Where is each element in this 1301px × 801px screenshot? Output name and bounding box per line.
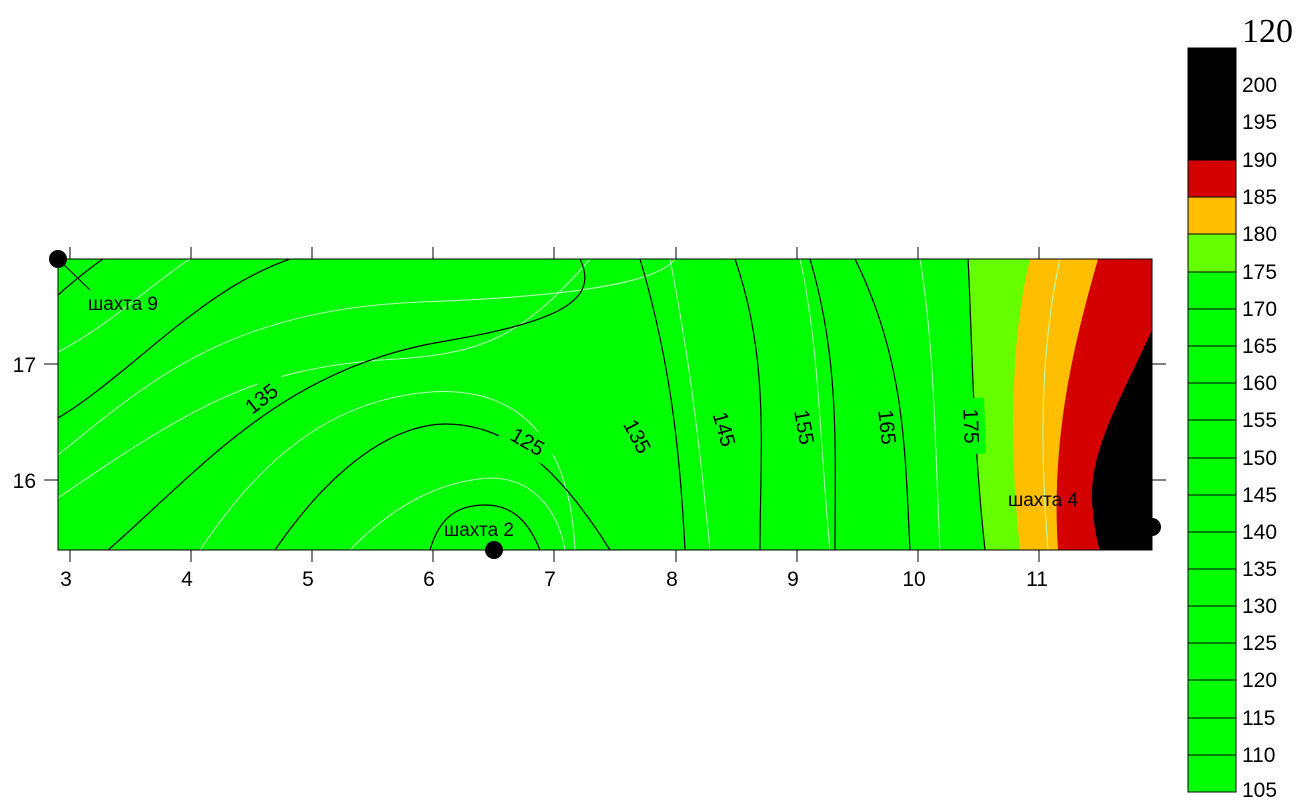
zone-190-205 <box>1091 330 1152 550</box>
legend-band-orange <box>1188 197 1236 234</box>
x-tick-label: 4 <box>181 568 193 591</box>
legend-label: 165 <box>1242 335 1277 358</box>
legend-label: 160 <box>1242 372 1277 395</box>
x-tick-label: 11 <box>1026 568 1048 591</box>
legend-label: 190 <box>1242 149 1277 172</box>
well-marker <box>49 250 67 268</box>
well-marker <box>1143 518 1161 536</box>
legend-label: 195 <box>1242 111 1277 134</box>
legend-band-light-green <box>1188 234 1236 272</box>
well-marker <box>485 541 503 559</box>
x-tick-label: 3 <box>60 568 72 591</box>
y-tick-labels: 16 17 <box>13 354 36 493</box>
legend-label: 155 <box>1242 409 1277 432</box>
legend-label: 180 <box>1242 223 1277 246</box>
well-label: шахта 9 <box>88 294 158 315</box>
legend-label: 120 <box>1242 669 1277 692</box>
legend-label: 105 <box>1242 779 1277 801</box>
legend-label: 125 <box>1242 632 1277 655</box>
legend-label: 185 <box>1242 186 1277 209</box>
legend-label: 150 <box>1242 447 1277 470</box>
x-tick-label: 8 <box>666 568 678 591</box>
minor-contours <box>58 259 1061 550</box>
well-label: шахта 4 <box>1008 490 1078 511</box>
y-tick-label: 16 <box>13 470 36 493</box>
x-tick-labels: 3 4 5 6 7 8 9 10 11 <box>60 568 1048 591</box>
legend-label: 170 <box>1242 298 1277 321</box>
legend-title: 120 <box>1242 13 1293 50</box>
legend-band-red <box>1188 160 1236 197</box>
legend-label: 145 <box>1242 484 1277 507</box>
x-tick-label: 10 <box>902 568 925 591</box>
legend-label: 200 <box>1242 74 1277 97</box>
wells: шахта 9 шахта 2 шахта 4 <box>49 250 1161 559</box>
x-tick-label: 5 <box>302 568 314 591</box>
y-tick-label: 17 <box>13 354 36 377</box>
color-legend: 120 200 195 190 185 180 175 170 165 160 … <box>1187 13 1293 801</box>
legend-label: 175 <box>1242 261 1277 284</box>
legend-label: 130 <box>1242 595 1277 618</box>
well-label: шахта 2 <box>444 520 514 541</box>
x-tick-label: 7 <box>544 568 556 591</box>
y-axis <box>44 363 1166 481</box>
contour-label: 175 <box>958 408 982 444</box>
plot-frame <box>57 258 1153 551</box>
legend-label: 110 <box>1242 744 1275 767</box>
x-tick-label: 9 <box>787 568 799 591</box>
legend-label: 115 <box>1242 707 1275 730</box>
contour-label: 165 <box>873 409 900 446</box>
major-contours <box>58 259 986 550</box>
x-axis <box>69 247 1040 562</box>
legend-label: 135 <box>1242 558 1277 581</box>
x-tick-label: 6 <box>423 568 435 591</box>
legend-label: 140 <box>1242 521 1277 544</box>
legend-band-black <box>1188 48 1236 160</box>
